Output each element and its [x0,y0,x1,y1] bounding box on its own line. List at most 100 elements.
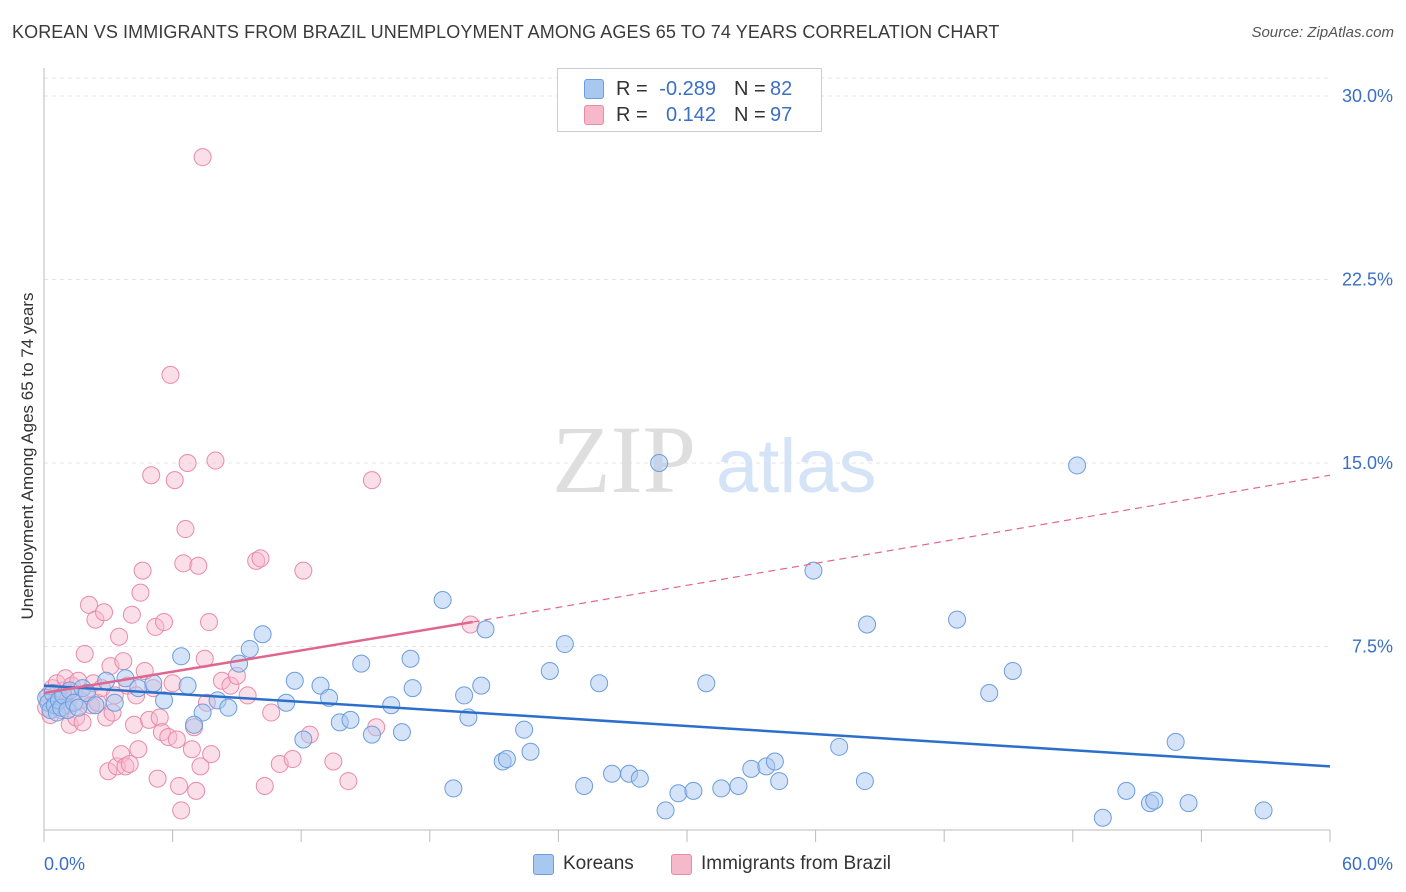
brazil-point [294,561,313,580]
koreans-point [855,772,874,791]
brazil-point [251,549,270,568]
brazil-point [221,676,240,695]
koreans-point [219,698,238,717]
koreans-point [1117,781,1136,800]
koreans-point [1179,794,1198,813]
brazil-point [182,740,201,759]
legend-label-koreans: Koreans [563,853,634,874]
brazil-point [110,627,129,646]
legend-n-label: N = [734,104,766,126]
koreans-point [403,679,422,698]
koreans-point [742,759,761,778]
koreans-point [401,649,420,668]
koreans-point [1003,661,1022,680]
y-tick-label: 22.5% [1342,270,1393,290]
koreans-point [178,676,197,695]
koreans-point [1068,456,1087,475]
koreans-point [144,674,163,693]
brazil-point [339,772,358,791]
brazil-point [75,644,94,663]
koreans-point [86,696,105,715]
watermark-zip: ZIP [552,406,696,513]
brazil-point [99,762,118,781]
brazil-point [174,554,193,573]
koreans-point [765,752,784,771]
legend-swatch-brazil [584,105,604,125]
koreans-point [433,591,452,610]
series-legend: Koreans Immigrants from Brazil [0,851,1406,879]
legend-r-value: 0.142 [665,104,716,126]
brazil-point [206,451,225,470]
koreans-point [1093,808,1112,827]
koreans-point [476,620,495,639]
brazil-point [324,752,343,771]
brazil-point [200,613,219,632]
brazil-point [191,757,210,776]
brazil-point [125,715,144,734]
koreans-trend-line [43,684,1331,768]
brazil-trend-extension [472,474,1331,623]
brazil-point [189,556,208,575]
x-tick-label: 60.0% [1342,854,1393,874]
brazil-point [122,605,141,624]
koreans-point [669,784,688,803]
brazil-point [150,708,169,727]
y-tick-label: 15.0% [1342,453,1393,473]
brazil-point [178,454,197,472]
koreans-point [497,750,516,769]
tick-labels: 7.5% 15.0% 22.5% 30.0% 0.0% 60.0% [44,86,1393,874]
legend-swatch-brazil [671,854,692,875]
koreans-point [444,779,463,798]
legend-r-label: R = [616,104,648,126]
legend-swatch-koreans [584,79,604,99]
correlation-legend: R = -0.289 N = 82 R = 0.142 N = 97 [557,68,822,132]
koreans-point [656,801,675,820]
koreans-point [455,686,474,705]
watermark-atlas: atlas [716,424,877,509]
koreans-point [1254,801,1273,820]
brazil-point [133,561,152,580]
koreans-point [804,561,823,580]
brazil-point [140,710,159,729]
koreans-point [362,725,381,744]
legend-n-value: 97 [770,104,793,126]
koreans-point [858,615,877,634]
brazil-point [165,471,184,490]
brazil-point [129,740,148,759]
y-axis-label: Unemployment Among Ages 65 to 74 years [18,293,37,620]
legend-n-label: N = [734,78,766,100]
koreans-point [555,635,574,654]
koreans-point [590,674,609,693]
koreans-point [770,772,789,791]
koreans-point [382,696,401,715]
x-tick-label: 0.0% [44,854,85,874]
koreans-point [602,764,621,783]
koreans-point [155,691,174,710]
brazil-point [172,801,191,820]
brazil-point [167,730,186,749]
legend-row-koreans: R = -0.289 N = 82 [558,75,821,103]
brazil-point [142,466,161,485]
y-tick-label: 7.5% [1352,637,1393,657]
koreans-point [472,676,491,695]
watermark: ZIP atlas [552,406,877,513]
koreans-point [392,723,411,742]
koreans-point [105,693,124,712]
brazil-point [262,703,281,722]
legend-n-value: 82 [770,78,793,100]
y-tick-label: 30.0% [1342,86,1393,106]
legend-r-label: R = [616,78,648,100]
chart-title: KOREAN VS IMMIGRANTS FROM BRAZIL UNEMPLO… [12,22,1000,42]
koreans-point [948,610,967,629]
koreans-point [69,698,88,717]
koreans-point [1145,791,1164,810]
koreans-point [1166,732,1185,751]
koreans-point [712,779,731,798]
brazil-point [148,769,167,788]
koreans-point [540,661,559,680]
koreans-point [185,715,204,734]
koreans-point [193,703,212,722]
koreans-point [684,781,703,800]
series-brazil-points [37,148,480,820]
series-koreans-points [37,454,1273,827]
